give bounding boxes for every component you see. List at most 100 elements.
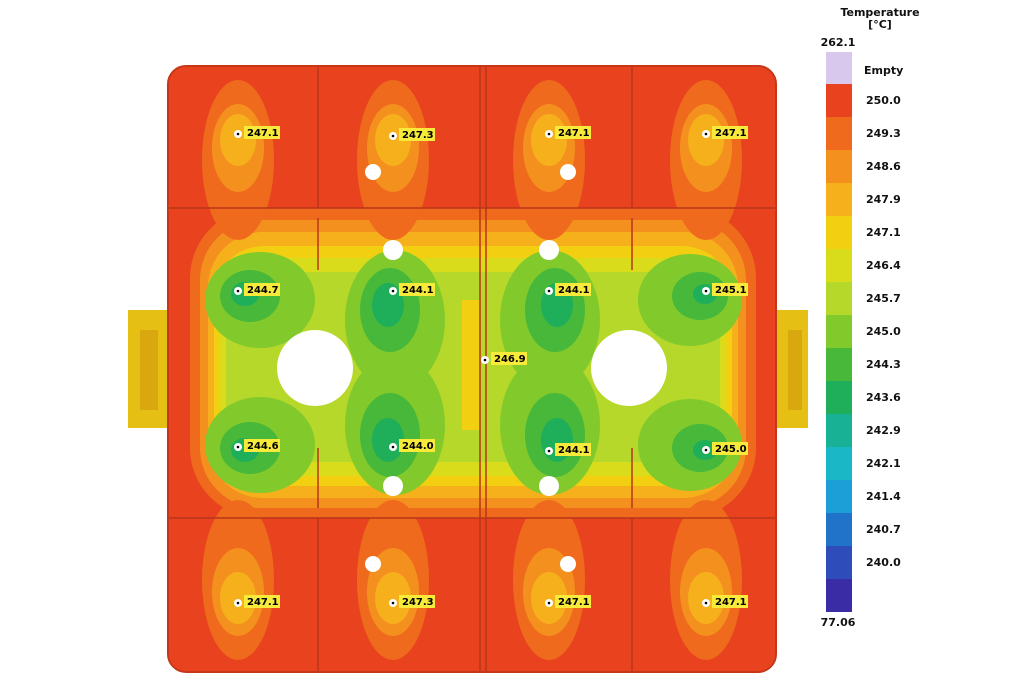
large-hole-left <box>277 330 353 406</box>
probe-label: 245.1 <box>715 285 747 296</box>
legend-swatch <box>826 216 852 249</box>
probe: 247.3 <box>389 595 435 608</box>
corner-plumes <box>202 80 742 660</box>
legend-tick-label: 242.1 <box>866 457 901 470</box>
legend-swatch <box>826 513 852 546</box>
probe-center <box>236 289 240 293</box>
legend-tick-label: 240.0 <box>866 556 901 569</box>
probe-label: 247.1 <box>558 128 590 139</box>
probe-label-box <box>244 595 280 608</box>
legend-tick-label: 243.6 <box>866 391 901 404</box>
mold-plate <box>168 66 776 672</box>
probe: 244.1 <box>545 443 591 456</box>
legend-swatch <box>826 282 852 315</box>
probe-center <box>547 601 551 605</box>
legend-tick-label: 248.6 <box>866 160 901 173</box>
probe: 246.9 <box>481 352 527 365</box>
small-hole <box>365 556 381 572</box>
small-hole <box>560 556 576 572</box>
holes <box>277 164 667 572</box>
legend-min-label: 77.06 <box>821 616 856 629</box>
probe-label-box <box>555 283 591 296</box>
legend-swatch <box>826 579 852 612</box>
probe-label-box <box>555 443 591 456</box>
probe: 247.1 <box>702 595 748 608</box>
legend-swatch <box>826 381 852 414</box>
probe-label-box <box>399 595 435 608</box>
legend-swatch <box>826 546 852 579</box>
probe-label: 246.9 <box>494 354 526 365</box>
probe: 245.0 <box>702 442 748 455</box>
small-hole <box>539 476 559 496</box>
probe-center <box>236 601 240 605</box>
probe: 244.0 <box>389 439 435 452</box>
legend-title: Temperature <box>840 6 919 19</box>
probe-label: 244.1 <box>558 445 590 456</box>
legend-swatch <box>826 315 852 348</box>
probe-label: 247.1 <box>715 128 747 139</box>
legend-tick-label: 245.7 <box>866 292 901 305</box>
probe-center <box>704 448 708 452</box>
legend-max-label: 262.1 <box>821 36 856 49</box>
legend-empty-label: Empty <box>864 64 903 77</box>
legend-tick-label: 250.0 <box>866 94 901 107</box>
legend-swatch <box>826 183 852 216</box>
probe-center <box>391 445 395 449</box>
probe-center <box>547 132 551 136</box>
probe-label: 247.1 <box>715 597 747 608</box>
probe: 247.3 <box>389 128 435 141</box>
legend-empty-swatch <box>826 52 852 84</box>
probe-label: 244.6 <box>247 441 279 452</box>
probe: 244.1 <box>389 283 435 296</box>
probe-center <box>236 132 240 136</box>
small-hole <box>383 240 403 260</box>
legend-swatch <box>826 84 852 117</box>
probe-labels: 247.1 247.3 247.1 247.1 244.7 244.1 244.1 245.1… <box>234 126 748 608</box>
small-hole <box>560 164 576 180</box>
probe-center <box>704 132 708 136</box>
legend-swatch <box>826 348 852 381</box>
probe-label-box <box>712 595 748 608</box>
probe-center <box>547 449 551 453</box>
probe-label-box <box>244 283 280 296</box>
probe-label-box <box>712 283 748 296</box>
legend-unit: [°C] <box>868 18 892 31</box>
part-outlines <box>168 66 776 672</box>
right-lug <box>774 310 808 428</box>
probe-label: 244.7 <box>247 285 279 296</box>
plate-border <box>167 65 777 673</box>
probe-label-box <box>399 283 435 296</box>
probe-label: 247.3 <box>402 597 434 608</box>
left-lug <box>128 310 170 428</box>
probe-label-box <box>399 439 435 452</box>
probe-center <box>391 289 395 293</box>
large-hole-right <box>591 330 667 406</box>
probe: 244.1 <box>545 283 591 296</box>
probe: 244.7 <box>234 283 280 296</box>
probe-center <box>704 601 708 605</box>
legend-tick-label: 249.3 <box>866 127 901 140</box>
legend-tick-label: 245.0 <box>866 325 901 338</box>
probe-label: 244.1 <box>402 285 434 296</box>
probe-label-box <box>244 439 280 452</box>
probe-center <box>483 358 487 362</box>
probe-label-box <box>555 595 591 608</box>
legend-tick-label: 240.7 <box>866 523 901 536</box>
probe: 247.1 <box>545 126 591 139</box>
probe: 247.1 <box>234 595 280 608</box>
probe-label: 244.1 <box>558 285 590 296</box>
probe-label: 247.1 <box>247 597 279 608</box>
probe-label: 245.0 <box>715 444 747 455</box>
probe-label: 244.0 <box>402 441 434 452</box>
legend-tick-label: 247.9 <box>866 193 901 206</box>
probe: 247.1 <box>234 126 280 139</box>
legend-swatch <box>826 117 852 150</box>
legend-swatch <box>826 414 852 447</box>
legend-tick-label: 244.3 <box>866 358 901 371</box>
probe: 244.6 <box>234 439 280 452</box>
small-hole <box>365 164 381 180</box>
probe-center <box>547 289 551 293</box>
probe: 245.1 <box>702 283 748 296</box>
probe-center <box>236 445 240 449</box>
